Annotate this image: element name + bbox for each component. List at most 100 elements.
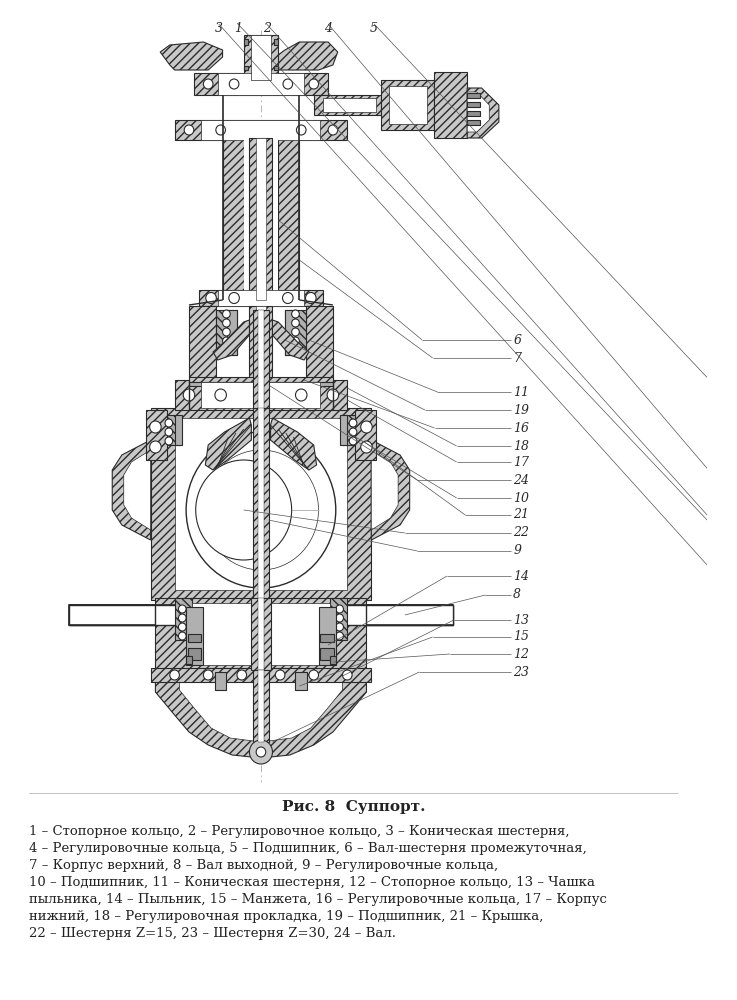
Bar <box>192 603 330 665</box>
Text: 12: 12 <box>513 648 529 660</box>
Circle shape <box>206 292 217 304</box>
Text: 17: 17 <box>513 456 529 468</box>
Bar <box>150 668 371 682</box>
Circle shape <box>276 670 285 680</box>
Bar <box>318 607 336 665</box>
Bar <box>258 670 264 742</box>
Bar <box>249 306 273 380</box>
Circle shape <box>327 389 339 401</box>
Circle shape <box>223 310 230 318</box>
Bar <box>381 80 433 130</box>
Polygon shape <box>467 88 499 138</box>
Text: нижний, 18 – Регулировочная прокладка, 19 – Подшипник, 21 – Крышка,: нижний, 18 – Регулировочная прокладка, 1… <box>29 910 543 923</box>
Circle shape <box>178 605 186 613</box>
Text: 16: 16 <box>513 422 529 434</box>
Bar <box>355 410 376 460</box>
Circle shape <box>223 328 230 336</box>
Bar <box>274 39 278 45</box>
Polygon shape <box>213 320 249 360</box>
Polygon shape <box>156 670 366 758</box>
Text: 10 – Подшипник, 11 – Коническая шестерня, 12 – Стопорное кольцо, 13 – Чашка: 10 – Подшипник, 11 – Коническая шестерня… <box>29 876 595 889</box>
Bar <box>467 93 480 98</box>
Bar <box>251 35 270 80</box>
Bar <box>244 39 248 45</box>
Text: 2: 2 <box>262 22 270 35</box>
Circle shape <box>343 670 352 680</box>
Circle shape <box>178 623 186 631</box>
Circle shape <box>203 450 318 570</box>
Circle shape <box>292 319 299 327</box>
Text: 4 – Регулировочные кольца, 5 – Подшипник, 6 – Вал-шестерня промежуточная,: 4 – Регулировочные кольца, 5 – Подшипник… <box>29 842 587 855</box>
Bar <box>467 120 480 125</box>
Bar <box>244 138 278 300</box>
Bar <box>274 66 278 70</box>
Bar <box>278 138 299 300</box>
Bar <box>258 408 264 600</box>
Bar <box>366 605 453 625</box>
Circle shape <box>223 346 230 354</box>
Polygon shape <box>270 418 317 470</box>
Circle shape <box>360 441 372 453</box>
Circle shape <box>336 605 343 613</box>
Text: 23: 23 <box>513 666 529 678</box>
Bar <box>156 598 366 670</box>
Bar <box>256 138 266 300</box>
Bar <box>254 408 268 600</box>
Bar <box>330 598 347 640</box>
Circle shape <box>196 460 292 560</box>
Polygon shape <box>206 418 251 470</box>
Bar <box>296 672 307 690</box>
Circle shape <box>256 747 266 757</box>
Bar <box>189 306 216 380</box>
Text: 21: 21 <box>513 508 529 522</box>
Circle shape <box>249 740 273 764</box>
Circle shape <box>178 632 186 640</box>
Circle shape <box>292 310 299 318</box>
Bar <box>306 306 333 380</box>
Circle shape <box>306 292 316 304</box>
Circle shape <box>215 389 226 401</box>
Bar <box>223 138 244 300</box>
Circle shape <box>309 79 318 89</box>
Circle shape <box>228 292 240 304</box>
Circle shape <box>184 125 194 135</box>
Bar <box>217 73 304 95</box>
Text: 5: 5 <box>370 22 378 35</box>
Bar <box>216 310 237 355</box>
Polygon shape <box>160 42 223 70</box>
Bar <box>189 382 333 386</box>
Circle shape <box>360 421 372 433</box>
Circle shape <box>178 614 186 622</box>
Text: 7: 7 <box>513 352 521 364</box>
Circle shape <box>296 125 306 135</box>
Circle shape <box>292 346 299 354</box>
Circle shape <box>203 79 213 89</box>
Text: 7 – Корпус верхний, 8 – Вал выходной, 9 – Регулировочные кольца,: 7 – Корпус верхний, 8 – Вал выходной, 9 … <box>29 859 498 872</box>
Bar <box>194 73 328 95</box>
Bar <box>175 418 347 590</box>
Circle shape <box>165 428 172 436</box>
Text: 19: 19 <box>513 403 529 416</box>
Circle shape <box>203 670 213 680</box>
Text: 18: 18 <box>513 440 529 452</box>
Bar <box>433 72 467 138</box>
Bar <box>341 415 357 445</box>
Polygon shape <box>179 672 343 742</box>
Circle shape <box>165 419 172 427</box>
Circle shape <box>216 125 226 135</box>
Circle shape <box>292 328 299 336</box>
Bar <box>201 120 321 140</box>
Bar <box>256 306 266 380</box>
Circle shape <box>283 79 293 89</box>
Bar <box>467 111 480 116</box>
Circle shape <box>292 337 299 345</box>
Bar <box>314 95 381 115</box>
Text: 9: 9 <box>513 544 521 558</box>
Bar <box>321 648 334 660</box>
Bar <box>251 598 270 670</box>
Bar <box>175 380 347 410</box>
Bar <box>258 310 264 410</box>
Text: 1: 1 <box>234 22 242 35</box>
Bar <box>258 598 264 670</box>
Circle shape <box>336 632 343 640</box>
